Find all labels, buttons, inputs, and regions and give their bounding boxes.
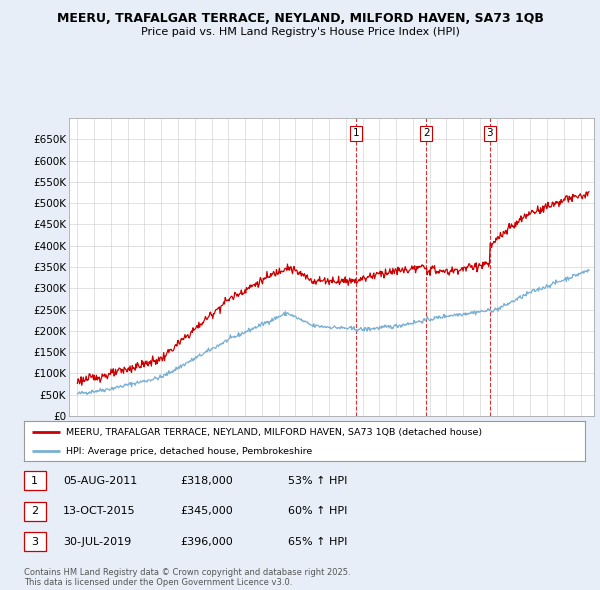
Text: 3: 3: [487, 129, 493, 139]
Text: 65% ↑ HPI: 65% ↑ HPI: [288, 537, 347, 547]
Text: 30-JUL-2019: 30-JUL-2019: [63, 537, 131, 547]
Text: 53% ↑ HPI: 53% ↑ HPI: [288, 476, 347, 486]
Text: HPI: Average price, detached house, Pembrokeshire: HPI: Average price, detached house, Pemb…: [66, 447, 313, 456]
Text: Price paid vs. HM Land Registry's House Price Index (HPI): Price paid vs. HM Land Registry's House …: [140, 27, 460, 37]
Text: 1: 1: [353, 129, 359, 139]
Text: 60% ↑ HPI: 60% ↑ HPI: [288, 506, 347, 516]
Text: 1: 1: [31, 476, 38, 486]
Text: 05-AUG-2011: 05-AUG-2011: [63, 476, 137, 486]
Text: £345,000: £345,000: [180, 506, 233, 516]
Text: Contains HM Land Registry data © Crown copyright and database right 2025.
This d: Contains HM Land Registry data © Crown c…: [24, 568, 350, 587]
Text: MEERU, TRAFALGAR TERRACE, NEYLAND, MILFORD HAVEN, SA73 1QB: MEERU, TRAFALGAR TERRACE, NEYLAND, MILFO…: [56, 12, 544, 25]
Text: £396,000: £396,000: [180, 537, 233, 547]
Text: MEERU, TRAFALGAR TERRACE, NEYLAND, MILFORD HAVEN, SA73 1QB (detached house): MEERU, TRAFALGAR TERRACE, NEYLAND, MILFO…: [66, 428, 482, 437]
Text: 3: 3: [31, 537, 38, 547]
Text: 13-OCT-2015: 13-OCT-2015: [63, 506, 136, 516]
Text: £318,000: £318,000: [180, 476, 233, 486]
Text: 2: 2: [423, 129, 430, 139]
Text: 2: 2: [31, 506, 38, 516]
